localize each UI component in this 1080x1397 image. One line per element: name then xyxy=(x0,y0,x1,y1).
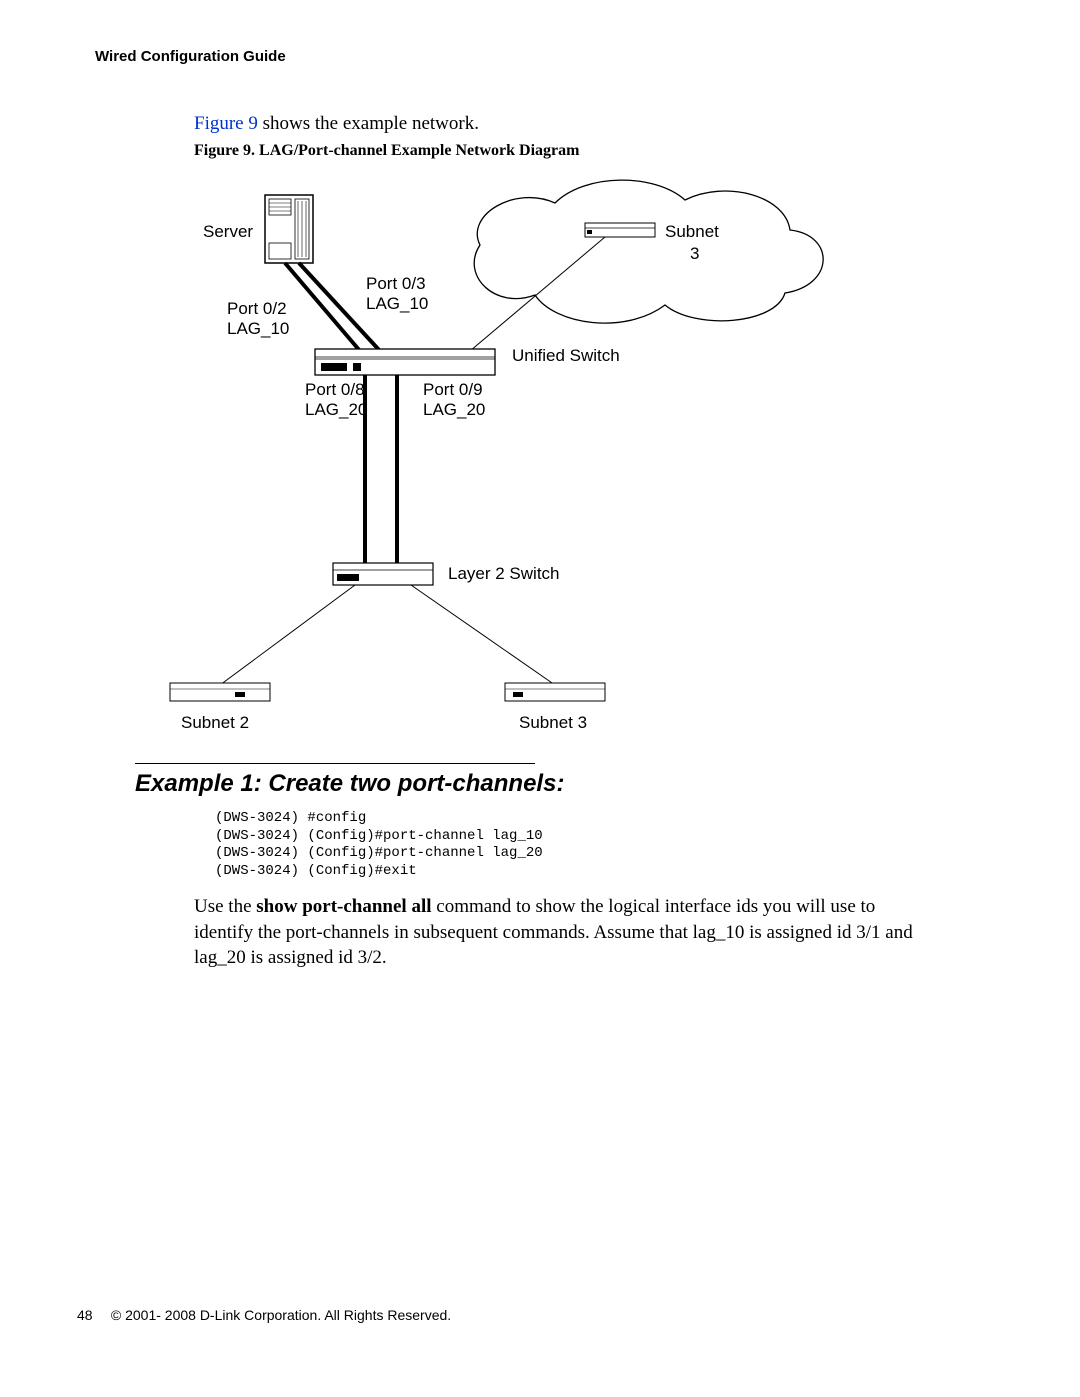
link-server-switch-1 xyxy=(285,263,360,351)
code-block: (DWS-3024) #config (DWS-3024) (Config)#p… xyxy=(215,810,543,880)
page-header: Wired Configuration Guide xyxy=(95,48,286,65)
label-subnet3: Subnet 3 xyxy=(519,712,587,733)
explanatory-paragraph: Use the show port-channel all command to… xyxy=(194,894,914,971)
link-layer2-subnet2 xyxy=(220,585,355,685)
network-diagram: Server Subnet 3 Port 0/2 LAG_10 Port 0/3… xyxy=(135,165,935,760)
subnet2-switch-icon xyxy=(170,683,270,701)
label-port09-bottom: LAG_20 xyxy=(423,399,485,420)
label-port08-top: Port 0/8 xyxy=(305,379,365,400)
subnet3-switch-icon xyxy=(505,683,605,701)
label-port09-top: Port 0/9 xyxy=(423,379,483,400)
label-layer2: Layer 2 Switch xyxy=(448,563,560,584)
server-icon xyxy=(265,195,313,263)
page-footer: 48 © 2001- 2008 D-Link Corporation. All … xyxy=(77,1307,451,1323)
label-port02-top: Port 0/2 xyxy=(227,298,287,319)
layer2-switch-icon xyxy=(333,563,433,585)
page-number: 48 xyxy=(77,1307,107,1323)
label-port08-bottom: LAG_20 xyxy=(305,399,367,420)
figure-link[interactable]: Figure 9 xyxy=(194,113,258,134)
para-pre: Use the xyxy=(194,896,256,917)
section-rule xyxy=(135,763,535,764)
label-unified-switch: Unified Switch xyxy=(512,345,620,366)
figure-caption-title: LAG/Port-channel Example Network Diagram xyxy=(259,142,579,159)
intro-rest: shows the example network. xyxy=(258,113,479,134)
unified-switch-icon xyxy=(315,349,495,375)
copyright-text: © 2001- 2008 D-Link Corporation. All Rig… xyxy=(111,1307,451,1323)
link-layer2-subnet3 xyxy=(411,585,555,685)
figure-caption: Figure 9. LAG/Port-channel Example Netwo… xyxy=(194,142,579,160)
example-heading: Example 1: Create two port-channels: xyxy=(135,770,564,798)
label-port03-bottom: LAG_10 xyxy=(366,293,428,314)
figure-caption-prefix: Figure 9. xyxy=(194,142,259,159)
subnet3-cloud xyxy=(474,180,823,323)
label-port03-top: Port 0/3 xyxy=(366,273,426,294)
label-subnet2: Subnet 2 xyxy=(181,712,249,733)
diagram-svg xyxy=(135,165,935,760)
label-server: Server xyxy=(203,221,253,242)
intro-text: Figure 9 shows the example network. xyxy=(194,113,479,135)
para-bold: show port-channel all xyxy=(256,896,431,917)
label-port02-bottom: LAG_10 xyxy=(227,318,289,339)
label-subnet3-cloud-top: Subnet xyxy=(665,221,719,242)
label-subnet3-cloud-bottom: 3 xyxy=(690,243,699,264)
